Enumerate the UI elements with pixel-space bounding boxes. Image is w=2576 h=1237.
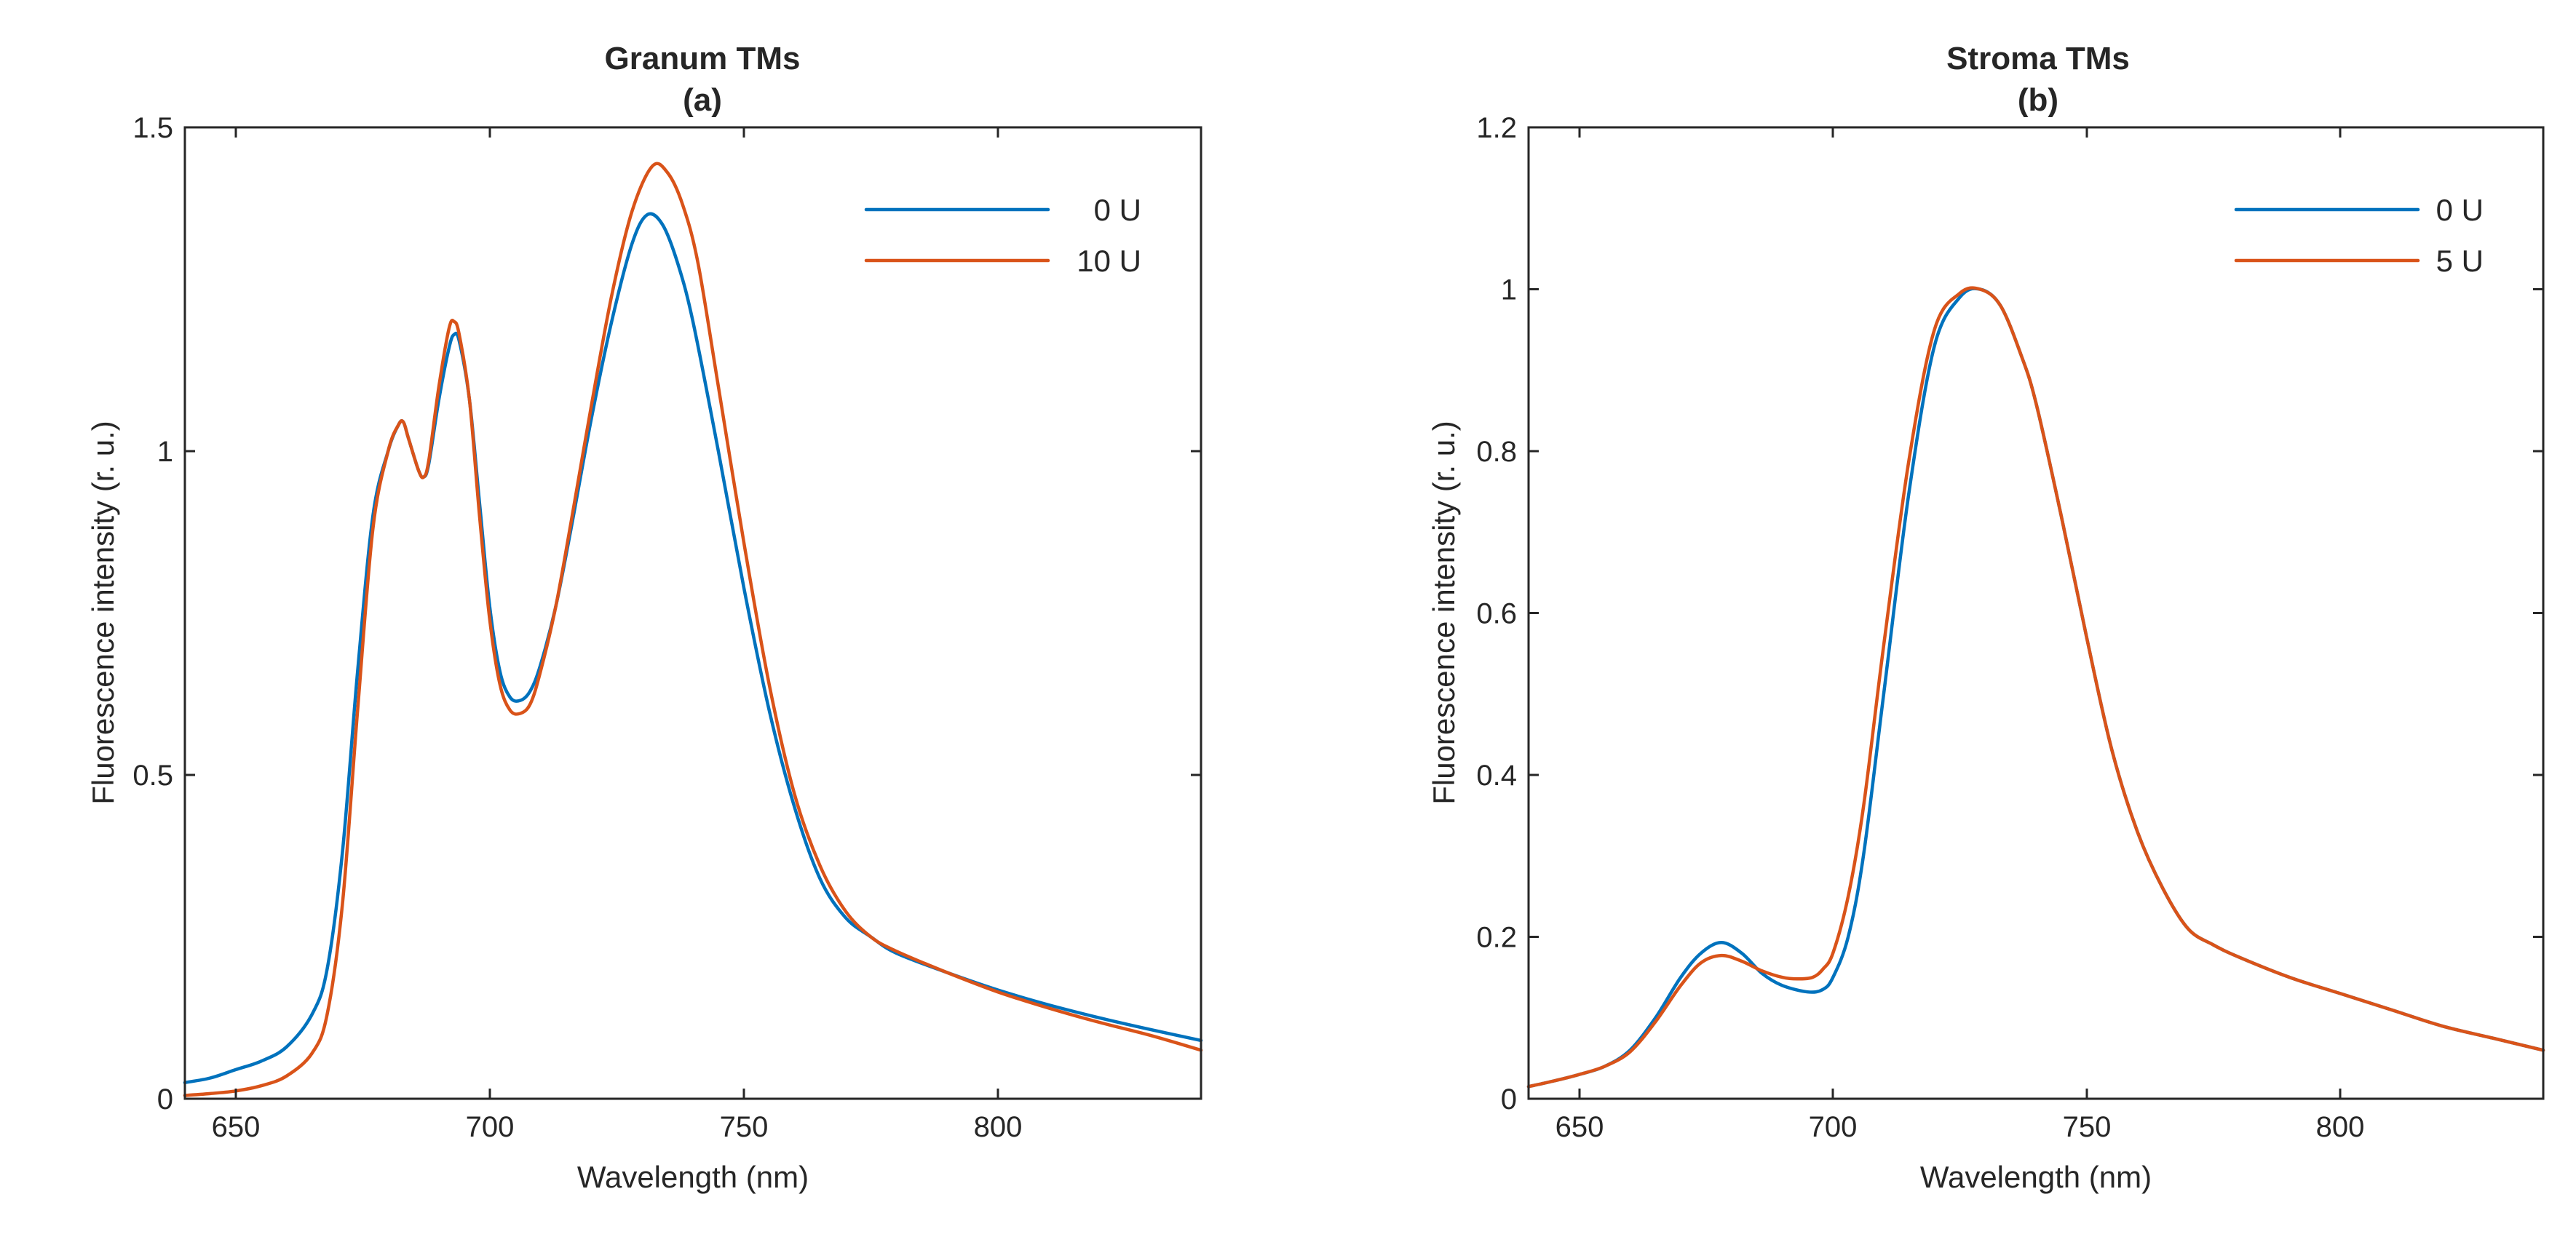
- x-tick-label: 650: [212, 1111, 261, 1143]
- legend: 0 U 5 U: [2234, 193, 2484, 278]
- plot-area: [183, 162, 1203, 1097]
- x-tick-label: 800: [974, 1111, 1023, 1143]
- chart-subtitle: (a): [683, 82, 722, 118]
- y-tick-label: 1: [1501, 274, 1517, 306]
- series-line-0: [183, 212, 1203, 1085]
- y-tick-label: 1.5: [132, 112, 173, 144]
- y-axis: 0 0.5 1 1.5: [132, 112, 1201, 1115]
- y-tick-label: 0.6: [1476, 598, 1517, 630]
- y-tick-1: 0.2: [1476, 922, 2543, 954]
- y-tick-label: 0: [157, 1083, 173, 1115]
- x-tick-label: 750: [720, 1111, 769, 1143]
- legend-label-1: 5 U: [2436, 244, 2484, 278]
- y-tick-0: 0: [157, 1083, 1201, 1115]
- x-tick-0: 650: [212, 127, 261, 1143]
- panel-granum: Granum TMs (a) 650 700 750: [86, 41, 1203, 1194]
- chart-subtitle: (b): [2018, 82, 2058, 118]
- x-tick-label: 700: [466, 1111, 515, 1143]
- x-tick-1: 700: [466, 127, 515, 1143]
- plot-frame: [183, 126, 1202, 1100]
- y-tick-5: 1: [1501, 274, 2543, 306]
- legend-label-0: 0 U: [1094, 193, 1141, 227]
- x-axis-label: Wavelength (nm): [1920, 1160, 2152, 1194]
- y-tick-2: 0.4: [1476, 760, 2543, 792]
- x-tick-3: 800: [2316, 127, 2365, 1143]
- x-tick-label: 700: [1809, 1111, 1858, 1143]
- legend-item-0: 0 U: [864, 193, 1141, 227]
- y-tick-label: 0.8: [1476, 436, 1517, 468]
- y-tick-1: 0.5: [132, 760, 1201, 792]
- y-tick-label: 1.2: [1476, 112, 1517, 144]
- x-tick-label: 750: [2063, 1111, 2112, 1143]
- y-tick-label: 1: [157, 436, 173, 468]
- x-tick-1: 700: [1809, 127, 1858, 1143]
- y-tick-4: 0.8: [1476, 436, 2543, 468]
- y-tick-2: 1: [157, 436, 1201, 468]
- y-tick-label: 0.5: [132, 760, 173, 792]
- y-tick-3: 1.5: [132, 112, 1201, 144]
- chart-title: Stroma TMs: [1946, 41, 2130, 76]
- legend-label-0: 0 U: [2436, 193, 2484, 227]
- series-line-1: [183, 162, 1203, 1097]
- x-tick-3: 800: [974, 127, 1023, 1143]
- series-line-1: [1526, 286, 2545, 1089]
- plot-area: [1526, 286, 2545, 1089]
- x-tick-label: 650: [1555, 1111, 1604, 1143]
- y-axis: 0 0.2 0.4 0.6 0.8: [1476, 112, 2543, 1115]
- chart-title: Granum TMs: [605, 41, 801, 76]
- legend-item-0: 0 U: [2234, 193, 2484, 227]
- x-tick-0: 650: [1555, 127, 1604, 1143]
- x-axis: 650 700 750 800: [1555, 127, 2365, 1143]
- x-tick-2: 750: [2063, 127, 2112, 1143]
- y-tick-label: 0: [1501, 1083, 1517, 1115]
- x-tick-2: 750: [720, 127, 769, 1143]
- y-axis-label: Fluorescence intensity (r. u.): [1427, 421, 1461, 805]
- x-tick-label: 800: [2316, 1111, 2365, 1143]
- legend-item-1: 5 U: [2234, 244, 2484, 278]
- y-tick-3: 0.6: [1476, 598, 2543, 630]
- x-axis-label: Wavelength (nm): [577, 1160, 809, 1194]
- legend-item-1: 10 U: [864, 244, 1141, 278]
- plot-frame: [1527, 126, 2545, 1100]
- y-tick-6: 1.2: [1476, 112, 2543, 144]
- x-axis: 650 700 750 800: [212, 127, 1023, 1143]
- panel-stroma: Stroma TMs (b) 650 700 750: [1427, 41, 2545, 1194]
- y-tick-label: 0.4: [1476, 760, 1517, 792]
- legend: 0 U 10 U: [864, 193, 1141, 278]
- y-tick-label: 0.2: [1476, 922, 1517, 954]
- legend-label-1: 10 U: [1077, 244, 1141, 278]
- y-tick-0: 0: [1501, 1083, 2543, 1115]
- y-axis-label: Fluorescence intensity (r. u.): [86, 421, 120, 805]
